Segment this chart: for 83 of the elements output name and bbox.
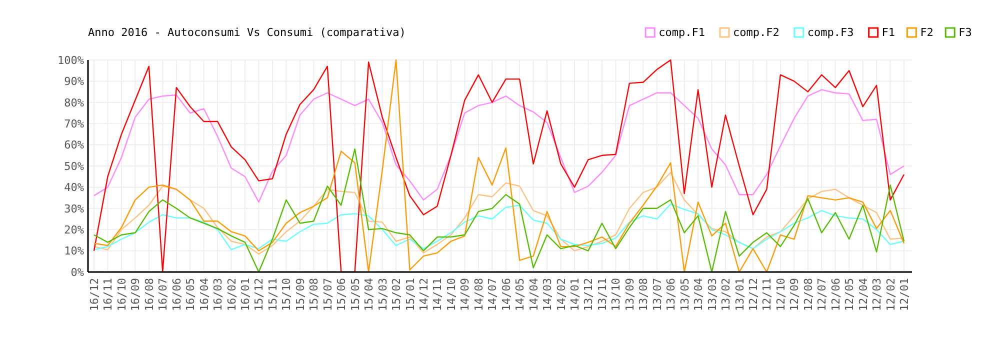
line-series: [93, 148, 905, 273]
y-tick-label: 10%: [64, 244, 84, 258]
chart-title: Anno 2016 - Autoconsumi Vs Consumi (comparativa): [88, 26, 406, 39]
x-tick-label: 12/08: [802, 278, 815, 312]
x-tick-label: 13/01: [733, 278, 746, 312]
x-tick-label: 13/12: [582, 278, 596, 312]
x-tick-label: 16/02: [225, 278, 238, 312]
x-tick-label: 15/03: [376, 278, 390, 312]
x-tick-label: 16/07: [156, 278, 170, 312]
x-tick-label: 13/09: [623, 278, 636, 312]
x-tick-label: 16/11: [102, 278, 115, 312]
x-tick-label: 13/08: [637, 278, 650, 312]
x-tick-label: 14/10: [444, 278, 458, 312]
x-tick-label: 13/04: [692, 278, 706, 312]
x-tick-label: 16/01: [239, 278, 252, 312]
x-tick-label: 12/11: [760, 278, 774, 312]
legend-label: comp.F1: [658, 26, 705, 39]
y-tick-label: 30%: [64, 202, 84, 216]
x-tick-label: 15/06: [335, 278, 348, 312]
x-tick-label: 12/06: [829, 278, 842, 312]
x-tick-label: 13/07: [650, 278, 664, 312]
x-tick-label: 14/03: [541, 278, 554, 312]
x-tick-label: 15/10: [280, 278, 294, 312]
x-tick-label: 16/10: [115, 278, 128, 312]
x-tick-label: 16/06: [170, 278, 184, 312]
y-tick-label: 80%: [64, 96, 84, 110]
y-tick-label: 90%: [64, 75, 84, 88]
x-tick-label: 14/07: [486, 278, 500, 312]
y-tick-label: 70%: [64, 117, 84, 130]
x-tick-label: 12/07: [816, 278, 829, 312]
x-tick-label: 12/03: [870, 278, 884, 312]
y-tick-label: 40%: [64, 181, 84, 194]
x-tick-label: 13/10: [610, 278, 623, 312]
x-tick-label: 16/12: [88, 278, 101, 312]
y-tick-label: 20%: [64, 223, 84, 236]
x-tick-label: 16/04: [198, 278, 211, 312]
x-tick-label: 16/05: [184, 278, 198, 312]
y-tick-label: 0%: [70, 266, 84, 279]
y-tick-label: 100%: [58, 54, 84, 67]
x-tick-label: 15/02: [390, 278, 404, 312]
x-tick-label: 15/05: [348, 278, 362, 312]
x-tick-label: 15/01: [404, 278, 417, 312]
x-tick-label: 12/04: [856, 278, 870, 312]
x-tick-label: 13/06: [664, 278, 678, 312]
x-tick-label: 13/05: [678, 278, 692, 312]
x-tick-label: 12/10: [774, 278, 788, 312]
x-tick-label: 15/12: [252, 278, 266, 312]
x-tick-label: 12/05: [843, 278, 856, 312]
x-tick-label: 14/11: [431, 278, 444, 312]
x-tick-label: 15/11: [266, 278, 280, 312]
x-tick-label: 13/02: [720, 278, 733, 312]
x-tick-label: 13/11: [596, 278, 609, 312]
x-tick-label: 14/02: [554, 278, 568, 312]
x-tick-label: 12/09: [788, 278, 802, 312]
y-tick-label: 50%: [64, 160, 84, 173]
y-tick-label: 60%: [64, 138, 84, 152]
legend-label: F3: [958, 26, 972, 39]
x-tick-label: 13/03: [706, 278, 719, 312]
x-tick-label: 16/08: [142, 278, 156, 312]
x-tick-label: 14/06: [500, 278, 513, 312]
x-tick-label: 14/04: [527, 278, 540, 312]
x-tick-label: 15/04: [362, 278, 376, 312]
line-series: [93, 172, 905, 255]
x-tick-label: 15/08: [308, 278, 321, 312]
x-tick-label: 14/08: [472, 278, 486, 312]
x-tick-label: 15/09: [294, 278, 307, 312]
x-tick-label: 14/12: [417, 278, 430, 312]
legend-label: comp.F3: [807, 26, 854, 39]
x-tick-label: 12/12: [746, 278, 760, 312]
x-tick-label: 14/09: [458, 278, 472, 312]
line-series: [93, 89, 905, 203]
x-tick-label: 16/03: [212, 278, 225, 312]
line-series: [93, 204, 905, 250]
x-tick-label: 12/01: [898, 278, 911, 312]
x-tick-label: 16/09: [129, 278, 142, 312]
x-tick-label: 14/05: [514, 278, 527, 312]
legend-label: F2: [920, 26, 934, 39]
x-tick-label: 15/07: [321, 278, 334, 312]
line-series: [93, 59, 905, 273]
x-tick-label: 14/01: [568, 278, 582, 312]
x-tick-label: 12/02: [884, 278, 898, 312]
legend-label: comp.F2: [733, 26, 780, 39]
legend-label: F1: [882, 26, 896, 39]
